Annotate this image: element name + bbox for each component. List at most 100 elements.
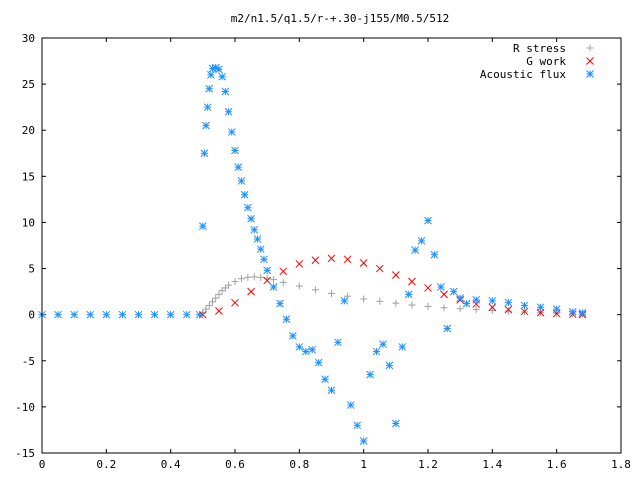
data-point bbox=[376, 297, 384, 305]
data-point bbox=[276, 299, 284, 308]
legend-marker bbox=[586, 57, 594, 65]
data-point bbox=[289, 332, 297, 340]
data-point bbox=[327, 386, 336, 395]
data-point bbox=[247, 214, 255, 223]
data-point bbox=[520, 301, 529, 310]
data-point bbox=[346, 401, 355, 409]
data-point bbox=[225, 281, 233, 289]
data-point bbox=[295, 260, 304, 268]
data-point bbox=[578, 308, 587, 317]
data-point bbox=[536, 303, 545, 312]
data-point bbox=[301, 347, 310, 356]
data-point bbox=[340, 296, 349, 305]
data-point bbox=[263, 266, 272, 275]
data-point bbox=[404, 290, 413, 299]
data-point bbox=[86, 310, 95, 319]
data-point bbox=[218, 72, 226, 81]
data-point bbox=[237, 275, 245, 283]
data-point bbox=[166, 310, 175, 319]
data-point bbox=[379, 340, 387, 349]
data-point bbox=[456, 294, 465, 302]
data-point bbox=[385, 361, 394, 370]
data-point bbox=[462, 299, 471, 308]
data-point bbox=[279, 267, 288, 276]
x-tick-label: 1.4 bbox=[482, 458, 502, 471]
data-point bbox=[504, 298, 513, 307]
data-point bbox=[215, 65, 223, 74]
x-tick-label: 1.8 bbox=[611, 458, 631, 471]
data-point bbox=[134, 310, 143, 319]
data-point bbox=[54, 310, 62, 319]
data-point bbox=[195, 310, 204, 319]
data-point bbox=[430, 250, 439, 259]
x-tick-label: 1 bbox=[360, 458, 367, 471]
data-point bbox=[504, 305, 513, 314]
data-point bbox=[449, 287, 458, 296]
data-point bbox=[488, 307, 496, 315]
data-point bbox=[391, 419, 400, 428]
data-point bbox=[488, 303, 497, 312]
x-tick-label: 1.2 bbox=[418, 458, 438, 471]
data-point bbox=[443, 324, 452, 333]
data-point bbox=[256, 245, 265, 254]
data-point bbox=[408, 277, 416, 286]
data-point bbox=[359, 259, 368, 267]
data-point bbox=[488, 296, 497, 305]
data-point bbox=[359, 437, 368, 445]
data-point bbox=[257, 273, 265, 281]
data-point bbox=[392, 299, 400, 307]
data-point bbox=[221, 87, 230, 96]
data-point bbox=[70, 310, 79, 319]
y-tick-label: 0 bbox=[28, 309, 35, 322]
legend-label: G work bbox=[526, 55, 566, 68]
data-point bbox=[360, 295, 368, 303]
data-point bbox=[440, 304, 448, 312]
legend-label: R stress bbox=[513, 42, 566, 55]
data-point bbox=[411, 246, 419, 254]
data-point bbox=[311, 256, 320, 265]
y-tick-label: 15 bbox=[22, 170, 35, 183]
x-tick-label: 0.8 bbox=[289, 458, 309, 471]
y-tick-label: 10 bbox=[22, 216, 35, 229]
data-point bbox=[250, 273, 258, 281]
data-point bbox=[182, 310, 191, 319]
data-point bbox=[263, 276, 272, 285]
data-point bbox=[504, 307, 512, 315]
data-point bbox=[424, 216, 432, 225]
data-point bbox=[328, 289, 335, 297]
data-point bbox=[231, 298, 239, 307]
data-point bbox=[231, 146, 239, 155]
data-point bbox=[250, 225, 259, 234]
data-point bbox=[253, 235, 262, 243]
chart-title: m2/n1.5/q1.5/r-+.30-j155/M0.5/512 bbox=[231, 12, 450, 25]
data-point bbox=[118, 310, 127, 319]
data-point bbox=[311, 286, 319, 294]
data-point bbox=[327, 254, 336, 263]
data-point bbox=[208, 298, 216, 306]
data-point bbox=[552, 305, 561, 313]
data-point bbox=[224, 107, 233, 116]
data-point bbox=[440, 290, 448, 299]
x-tick-label: 0.2 bbox=[96, 458, 116, 471]
axis-ticks: 0 0.2 0.4 0.6 0.8 1 1.2 1.4 1.6 1.8 -15 -10 -5 0 5 10 15… bbox=[15, 32, 631, 471]
data-point bbox=[240, 190, 249, 199]
data-point bbox=[424, 284, 432, 292]
data-point bbox=[344, 292, 352, 300]
data-point bbox=[227, 128, 236, 136]
data-point bbox=[231, 277, 239, 285]
y-tick-label: 30 bbox=[22, 32, 35, 45]
data-point bbox=[295, 282, 303, 290]
data-point bbox=[215, 290, 223, 298]
data-point bbox=[472, 296, 481, 304]
data-point bbox=[398, 343, 407, 351]
data-point bbox=[295, 343, 304, 351]
data-point bbox=[391, 271, 400, 279]
data-point bbox=[150, 310, 159, 319]
data-marks bbox=[38, 63, 587, 445]
data-point bbox=[205, 301, 213, 309]
data-point bbox=[568, 308, 577, 316]
data-point bbox=[202, 121, 210, 130]
data-point bbox=[437, 283, 445, 291]
y-tick-label: -10 bbox=[15, 401, 35, 414]
